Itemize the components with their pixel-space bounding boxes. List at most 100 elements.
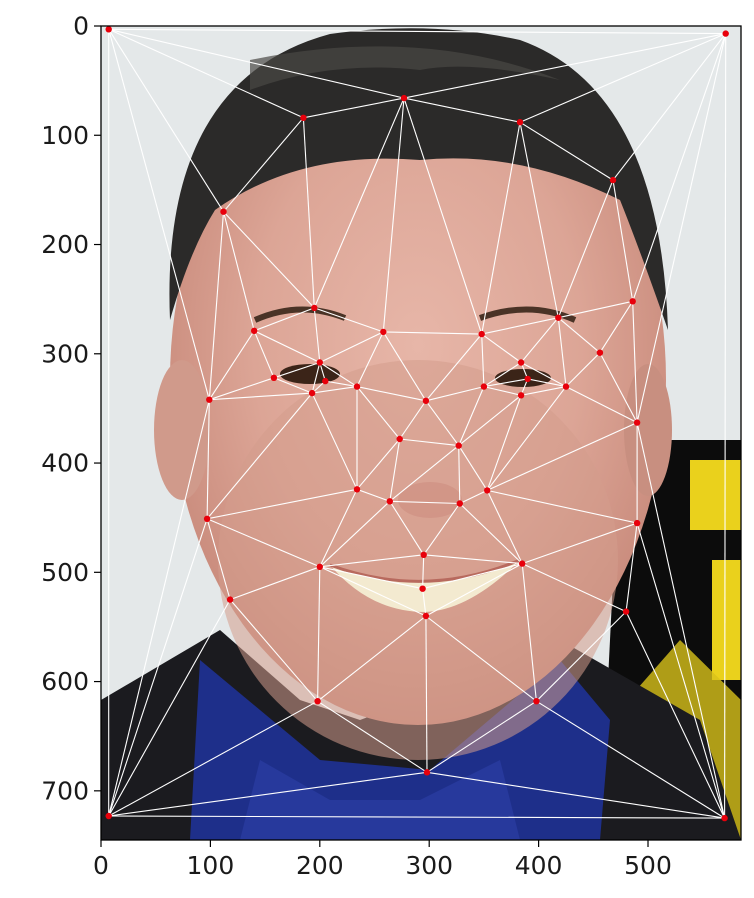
landmark-point xyxy=(455,442,462,449)
triangulation-edge xyxy=(313,97,405,309)
landmark-point xyxy=(220,208,227,215)
landmark-point xyxy=(422,612,430,620)
triangulation-edge xyxy=(311,392,358,490)
landmark-point xyxy=(308,389,316,397)
triangulation-edge xyxy=(612,180,634,302)
triangulation-edge xyxy=(519,122,559,318)
triangulation-edge xyxy=(319,566,423,590)
y-tick-label: 700 xyxy=(41,776,89,805)
y-tick-label: 400 xyxy=(41,449,89,478)
triangulation-edge xyxy=(108,771,428,817)
triangulation-edge xyxy=(425,386,485,402)
triangulation-edge xyxy=(519,33,726,123)
triangulation-edge xyxy=(483,386,522,396)
landmark-point xyxy=(419,585,426,592)
landmark-point xyxy=(478,330,485,338)
landmark-point xyxy=(380,328,387,336)
triangulation-edge xyxy=(536,611,627,702)
triangulation-edge xyxy=(425,615,537,702)
x-tick-label: 0 xyxy=(93,851,109,880)
triangulation-edge xyxy=(356,386,427,402)
triangulation-edge xyxy=(522,522,638,565)
landmark-point xyxy=(633,419,641,426)
triangulation-edge xyxy=(108,28,405,99)
triangulation-edge xyxy=(208,330,255,401)
triangulation-edge xyxy=(222,211,255,331)
triangulation-edge xyxy=(382,98,405,332)
triangulation-edge xyxy=(209,392,313,401)
landmark-point xyxy=(516,119,524,126)
triangulation-edge xyxy=(536,700,725,819)
triangulation-edge xyxy=(557,317,567,387)
landmark-point xyxy=(396,435,403,443)
y-tick-label: 0 xyxy=(73,12,89,41)
triangulation-edge xyxy=(527,378,567,388)
triangulation-edge xyxy=(383,331,482,335)
x-tick-label: 400 xyxy=(515,851,563,880)
triangulation-edge xyxy=(487,489,638,524)
triangulation-edge xyxy=(389,500,460,505)
triangulation-edge xyxy=(319,362,326,382)
triangulation-edge xyxy=(229,599,319,702)
triangulation-edge xyxy=(313,307,321,363)
triangulation-edge xyxy=(425,400,460,446)
triangulation-edge xyxy=(319,331,384,363)
landmark-point xyxy=(622,608,630,615)
triangulation-edge xyxy=(520,317,559,363)
y-axis: 0 100 200 300 400 500 600 700 xyxy=(41,12,101,805)
triangulation-edge xyxy=(612,33,727,181)
triangulation-edge xyxy=(356,386,401,440)
triangulation-edge xyxy=(325,380,358,388)
triangulation-edge xyxy=(108,815,725,819)
triangulation-edge xyxy=(458,394,522,447)
y-tick-label: 200 xyxy=(41,230,89,259)
triangulation-edge xyxy=(636,522,726,819)
triangulation-edge xyxy=(632,33,727,302)
triangulation-edge xyxy=(253,330,275,379)
landmark-point xyxy=(562,383,570,390)
triangulation-edge xyxy=(520,386,567,396)
triangulation-edge xyxy=(312,386,358,394)
triangulation-edge xyxy=(459,503,523,564)
triangulation-edge xyxy=(422,588,427,617)
landmark-point xyxy=(722,30,729,37)
triangulation-edge xyxy=(108,28,304,119)
triangulation-edge xyxy=(403,97,521,123)
triangulation-edge xyxy=(108,29,224,212)
landmark-point xyxy=(422,397,430,404)
triangulation-edge xyxy=(302,117,315,308)
triangulation-edge xyxy=(422,554,425,589)
triangulation-edge xyxy=(356,438,401,490)
triangulation-edge xyxy=(229,566,320,601)
x-tick-label: 200 xyxy=(296,851,344,880)
triangulation-edge xyxy=(206,488,358,520)
landmark-point xyxy=(420,551,427,558)
triangulation-edge xyxy=(458,386,485,446)
landmark-point xyxy=(316,359,323,366)
triangulation-edge xyxy=(273,361,320,379)
triangulation-edge xyxy=(108,599,231,817)
triangulation-edge xyxy=(625,611,726,819)
landmark-point xyxy=(484,487,491,494)
triangulation-edge xyxy=(223,117,304,213)
landmark-point xyxy=(311,304,318,312)
triangulation-edge xyxy=(382,331,427,402)
triangulation-edge xyxy=(389,438,401,502)
landmark-point xyxy=(596,349,604,356)
triangulation-edge xyxy=(319,500,391,568)
triangulation-edge xyxy=(458,445,488,491)
landmark-point xyxy=(353,486,361,493)
triangulation-edge xyxy=(557,317,601,354)
triangulation-edge xyxy=(486,490,523,564)
triangulation-edge xyxy=(565,386,638,424)
landmark-point xyxy=(517,392,525,399)
triangulation-edge xyxy=(636,422,726,819)
triangulation-edge xyxy=(425,615,428,773)
triangulation-edge xyxy=(389,445,460,502)
landmark-point xyxy=(206,396,213,403)
triangulation-edge xyxy=(423,554,523,565)
triangulation-edge xyxy=(426,771,725,819)
triangulation-edge xyxy=(486,422,638,491)
triangulation-edge xyxy=(311,362,321,394)
landmark-point xyxy=(480,383,488,390)
